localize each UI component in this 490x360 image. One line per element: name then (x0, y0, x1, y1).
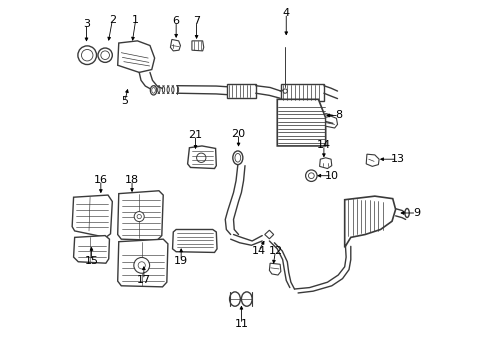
Text: 12: 12 (269, 246, 283, 256)
Circle shape (78, 46, 97, 64)
Polygon shape (344, 196, 395, 247)
Text: 18: 18 (125, 175, 139, 185)
Ellipse shape (233, 151, 243, 165)
Polygon shape (72, 195, 112, 237)
Text: 3: 3 (83, 19, 90, 29)
Polygon shape (74, 235, 109, 263)
Circle shape (101, 51, 109, 59)
Circle shape (81, 49, 93, 61)
Text: 13: 13 (391, 154, 404, 164)
Polygon shape (188, 146, 216, 168)
Text: 4: 4 (283, 8, 290, 18)
Circle shape (138, 262, 146, 269)
Text: 16: 16 (94, 175, 108, 185)
Polygon shape (118, 191, 163, 240)
Circle shape (283, 89, 287, 93)
Text: 14: 14 (251, 246, 266, 256)
Text: 14: 14 (317, 140, 331, 150)
Polygon shape (265, 230, 274, 239)
Polygon shape (192, 41, 204, 51)
Circle shape (309, 173, 314, 179)
Circle shape (306, 170, 317, 181)
Ellipse shape (152, 87, 155, 93)
Polygon shape (277, 99, 326, 146)
Circle shape (98, 48, 112, 62)
Polygon shape (319, 158, 332, 168)
Text: 19: 19 (174, 256, 188, 266)
Circle shape (134, 257, 149, 273)
Polygon shape (172, 229, 217, 252)
Ellipse shape (230, 292, 240, 306)
Text: 7: 7 (193, 17, 200, 27)
Text: 10: 10 (325, 171, 339, 181)
Text: 11: 11 (234, 319, 248, 329)
Polygon shape (270, 263, 281, 275)
Text: 2: 2 (109, 15, 116, 26)
Polygon shape (366, 154, 379, 166)
Polygon shape (171, 40, 180, 51)
Polygon shape (326, 116, 338, 128)
Text: 17: 17 (137, 275, 151, 285)
Text: 1: 1 (132, 15, 139, 26)
Bar (281, 84, 324, 101)
Text: 5: 5 (122, 96, 128, 106)
Ellipse shape (150, 86, 157, 95)
Polygon shape (118, 41, 155, 72)
Polygon shape (118, 239, 168, 287)
Text: 20: 20 (231, 129, 245, 139)
Circle shape (196, 153, 206, 162)
Ellipse shape (242, 292, 252, 306)
Text: 9: 9 (413, 208, 420, 218)
Ellipse shape (405, 208, 409, 217)
Text: 6: 6 (172, 17, 180, 27)
Circle shape (134, 212, 144, 222)
Text: 21: 21 (189, 130, 202, 140)
Bar (227, 84, 256, 98)
Ellipse shape (235, 153, 241, 162)
Text: 8: 8 (335, 111, 343, 121)
Text: 15: 15 (84, 256, 98, 266)
Circle shape (137, 215, 141, 219)
